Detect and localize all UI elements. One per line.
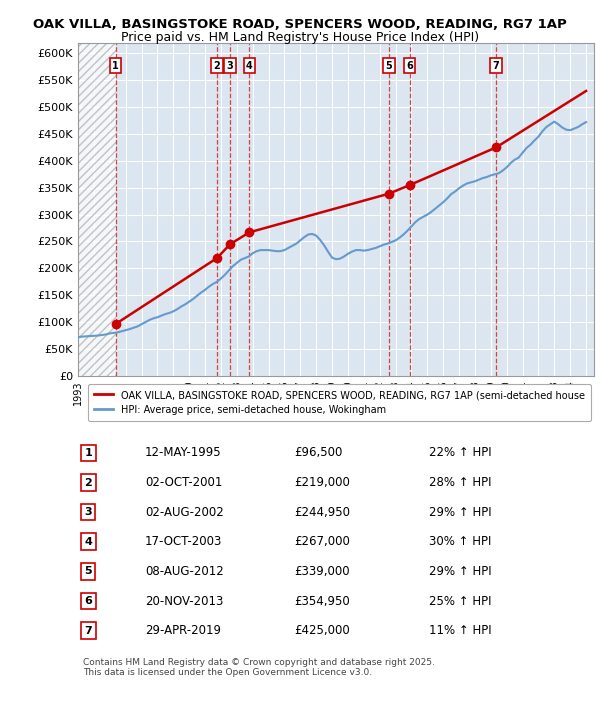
Text: 25% ↑ HPI: 25% ↑ HPI bbox=[429, 594, 491, 608]
Text: £96,500: £96,500 bbox=[295, 447, 343, 459]
Text: 20-NOV-2013: 20-NOV-2013 bbox=[145, 594, 223, 608]
Text: 6: 6 bbox=[85, 596, 92, 606]
Text: 17-OCT-2003: 17-OCT-2003 bbox=[145, 535, 223, 548]
Text: £354,950: £354,950 bbox=[295, 594, 350, 608]
Text: 3: 3 bbox=[227, 61, 233, 71]
Text: 6: 6 bbox=[406, 61, 413, 71]
Text: 7: 7 bbox=[493, 61, 499, 71]
Text: Price paid vs. HM Land Registry's House Price Index (HPI): Price paid vs. HM Land Registry's House … bbox=[121, 31, 479, 43]
Text: 4: 4 bbox=[246, 61, 253, 71]
Text: 11% ↑ HPI: 11% ↑ HPI bbox=[429, 624, 491, 637]
Text: £267,000: £267,000 bbox=[295, 535, 350, 548]
Text: 22% ↑ HPI: 22% ↑ HPI bbox=[429, 447, 491, 459]
Legend: OAK VILLA, BASINGSTOKE ROAD, SPENCERS WOOD, READING, RG7 1AP (semi-detached hous: OAK VILLA, BASINGSTOKE ROAD, SPENCERS WO… bbox=[88, 384, 591, 421]
Text: 30% ↑ HPI: 30% ↑ HPI bbox=[429, 535, 491, 548]
Text: 7: 7 bbox=[85, 626, 92, 635]
Text: 1: 1 bbox=[85, 448, 92, 458]
Bar bbox=[78, 43, 116, 376]
Text: 5: 5 bbox=[85, 567, 92, 577]
Text: 29% ↑ HPI: 29% ↑ HPI bbox=[429, 565, 491, 578]
Text: 4: 4 bbox=[85, 537, 92, 547]
Text: OAK VILLA, BASINGSTOKE ROAD, SPENCERS WOOD, READING, RG7 1AP: OAK VILLA, BASINGSTOKE ROAD, SPENCERS WO… bbox=[33, 18, 567, 31]
Text: £219,000: £219,000 bbox=[295, 476, 350, 489]
Text: 08-AUG-2012: 08-AUG-2012 bbox=[145, 565, 224, 578]
Text: 3: 3 bbox=[85, 507, 92, 517]
Text: 02-AUG-2002: 02-AUG-2002 bbox=[145, 506, 224, 518]
Text: £339,000: £339,000 bbox=[295, 565, 350, 578]
Text: Contains HM Land Registry data © Crown copyright and database right 2025.
This d: Contains HM Land Registry data © Crown c… bbox=[83, 658, 435, 677]
Text: £425,000: £425,000 bbox=[295, 624, 350, 637]
Text: 2: 2 bbox=[85, 478, 92, 488]
Text: 2: 2 bbox=[214, 61, 220, 71]
Text: 1: 1 bbox=[112, 61, 119, 71]
Text: 29-APR-2019: 29-APR-2019 bbox=[145, 624, 221, 637]
Text: 28% ↑ HPI: 28% ↑ HPI bbox=[429, 476, 491, 489]
Text: 29% ↑ HPI: 29% ↑ HPI bbox=[429, 506, 491, 518]
Text: 5: 5 bbox=[386, 61, 392, 71]
Text: £244,950: £244,950 bbox=[295, 506, 351, 518]
Text: 02-OCT-2001: 02-OCT-2001 bbox=[145, 476, 223, 489]
Text: 12-MAY-1995: 12-MAY-1995 bbox=[145, 447, 222, 459]
